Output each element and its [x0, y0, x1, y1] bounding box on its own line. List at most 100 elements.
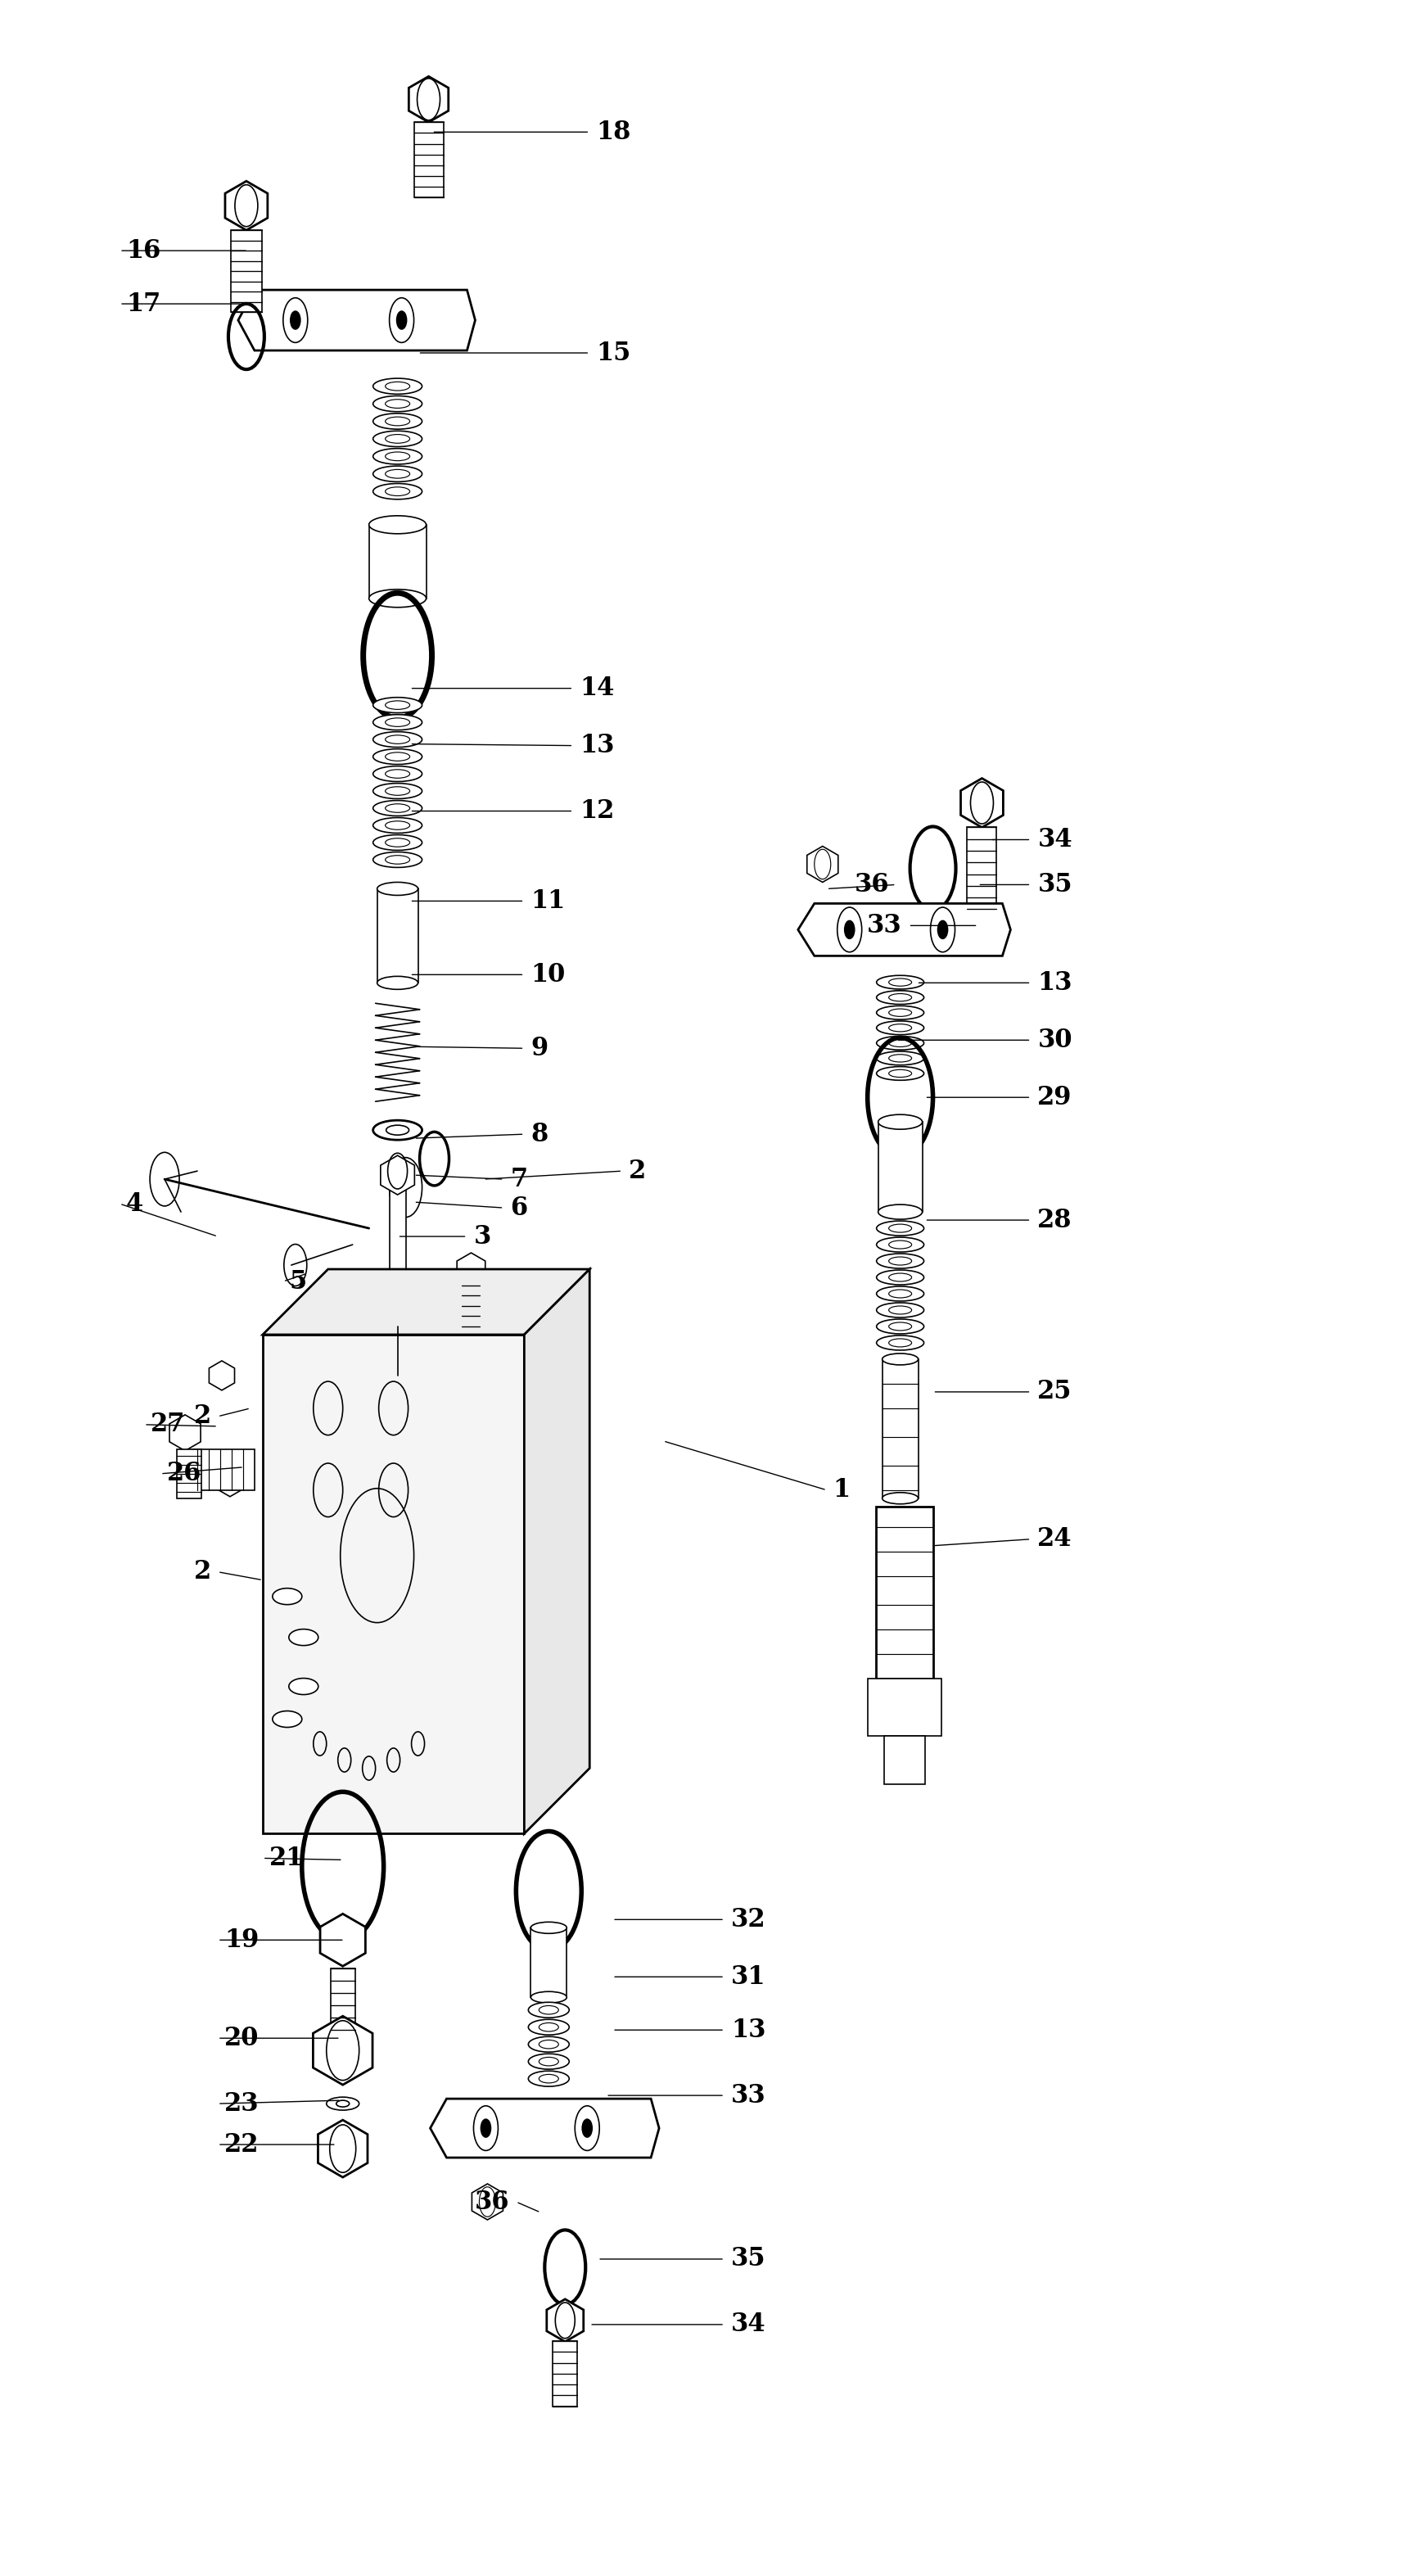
Ellipse shape — [373, 466, 422, 482]
Text: 13: 13 — [579, 734, 615, 757]
Ellipse shape — [373, 397, 422, 412]
Polygon shape — [547, 2300, 584, 2342]
Polygon shape — [380, 1157, 414, 1195]
Text: 8: 8 — [531, 1121, 548, 1146]
Ellipse shape — [877, 1115, 923, 1128]
Ellipse shape — [538, 2074, 558, 2084]
Text: 19: 19 — [225, 1927, 259, 1953]
Ellipse shape — [528, 2038, 569, 2053]
Circle shape — [480, 2120, 490, 2138]
Polygon shape — [408, 77, 448, 121]
Ellipse shape — [876, 992, 924, 1005]
Ellipse shape — [531, 1991, 567, 2004]
Text: 33: 33 — [866, 912, 901, 938]
Polygon shape — [239, 291, 475, 350]
Ellipse shape — [386, 822, 410, 829]
Ellipse shape — [876, 1255, 924, 1267]
Text: 32: 32 — [731, 1906, 766, 1932]
Polygon shape — [218, 1468, 243, 1497]
Ellipse shape — [373, 698, 422, 714]
Ellipse shape — [876, 1334, 924, 1350]
Ellipse shape — [876, 1303, 924, 1316]
Ellipse shape — [373, 783, 422, 799]
Bar — [414, 121, 444, 198]
Text: 22: 22 — [225, 2133, 259, 2156]
Ellipse shape — [876, 976, 924, 989]
Ellipse shape — [538, 2007, 558, 2014]
Ellipse shape — [373, 412, 422, 430]
Text: 21: 21 — [270, 1844, 304, 1870]
Text: 13: 13 — [1037, 971, 1072, 994]
Text: 2: 2 — [194, 1404, 211, 1430]
Ellipse shape — [889, 1291, 911, 1298]
Ellipse shape — [386, 752, 410, 760]
Ellipse shape — [876, 1285, 924, 1301]
Ellipse shape — [373, 714, 422, 729]
Circle shape — [938, 920, 948, 938]
Ellipse shape — [889, 1025, 911, 1030]
Ellipse shape — [336, 2099, 349, 2107]
Text: 10: 10 — [531, 961, 565, 987]
Bar — [230, 229, 261, 312]
Ellipse shape — [373, 1121, 422, 1141]
Polygon shape — [524, 1270, 589, 1834]
Bar — [194, 1450, 254, 1489]
Text: 29: 29 — [1037, 1084, 1072, 1110]
Text: 25: 25 — [1037, 1378, 1072, 1404]
Text: 15: 15 — [596, 340, 630, 366]
Text: 23: 23 — [225, 2092, 259, 2117]
Ellipse shape — [377, 976, 418, 989]
Polygon shape — [472, 2184, 503, 2221]
Ellipse shape — [889, 1069, 911, 1077]
Text: 26: 26 — [167, 1461, 202, 1486]
Ellipse shape — [876, 1051, 924, 1064]
Ellipse shape — [373, 484, 422, 500]
Text: 30: 30 — [1037, 1028, 1072, 1054]
Ellipse shape — [386, 469, 410, 479]
Ellipse shape — [373, 750, 422, 765]
Ellipse shape — [882, 1352, 918, 1365]
Ellipse shape — [373, 430, 422, 446]
Ellipse shape — [876, 1005, 924, 1020]
Bar — [876, 1507, 933, 1677]
Polygon shape — [807, 848, 838, 881]
Ellipse shape — [876, 1020, 924, 1036]
Ellipse shape — [889, 1054, 911, 1061]
Ellipse shape — [386, 837, 410, 848]
Ellipse shape — [528, 2002, 569, 2017]
Ellipse shape — [889, 1257, 911, 1265]
Circle shape — [845, 920, 855, 938]
Text: 12: 12 — [579, 799, 615, 824]
Text: 17: 17 — [126, 291, 161, 317]
Ellipse shape — [889, 979, 911, 987]
Ellipse shape — [386, 701, 410, 708]
Text: 35: 35 — [731, 2246, 766, 2272]
Ellipse shape — [876, 1036, 924, 1051]
Ellipse shape — [538, 2058, 558, 2066]
Bar — [462, 1285, 480, 1327]
Ellipse shape — [877, 1206, 923, 1218]
Circle shape — [291, 312, 301, 330]
Ellipse shape — [373, 817, 422, 832]
Polygon shape — [318, 2120, 367, 2177]
Bar — [377, 889, 418, 984]
Ellipse shape — [889, 1038, 911, 1046]
Ellipse shape — [369, 590, 427, 608]
Ellipse shape — [377, 881, 418, 896]
Text: 16: 16 — [126, 237, 161, 263]
Ellipse shape — [889, 1321, 911, 1332]
Ellipse shape — [528, 2053, 569, 2069]
Ellipse shape — [386, 855, 410, 863]
Ellipse shape — [386, 451, 410, 461]
Bar — [177, 1450, 202, 1499]
Bar — [552, 2342, 578, 2406]
Text: 36: 36 — [475, 2190, 510, 2215]
Ellipse shape — [369, 515, 427, 533]
Ellipse shape — [386, 786, 410, 796]
Ellipse shape — [528, 2020, 569, 2035]
Ellipse shape — [876, 1270, 924, 1285]
Text: 36: 36 — [855, 873, 890, 896]
Ellipse shape — [288, 1677, 318, 1695]
Ellipse shape — [889, 1340, 911, 1347]
Bar — [968, 827, 996, 909]
